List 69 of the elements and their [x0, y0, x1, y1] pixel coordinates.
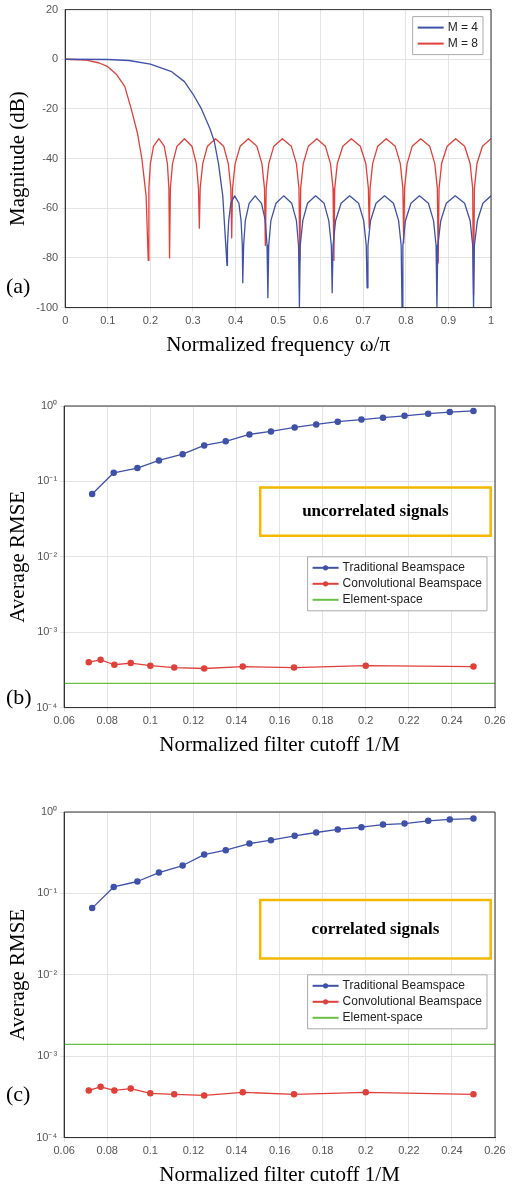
y-tick-label: 10⁻³ [37, 625, 58, 638]
y-tick-label: 10⁻⁴ [36, 700, 58, 713]
x-tick-label: 0.08 [96, 714, 118, 727]
legend-label: Element-space [342, 592, 423, 607]
x-tick-label: 0.2 [358, 1144, 374, 1157]
x-tick-label: 0.2 [142, 314, 159, 327]
x-tick-label: 0 [62, 314, 69, 327]
legend-label: Convolutional Beamspace [342, 994, 483, 1009]
x-axis-title: Normalized filter cutoff 1/M [159, 731, 401, 756]
text: (c) [6, 1081, 31, 1107]
x-tick-label: 0.4 [227, 314, 244, 327]
x-tick-label: 0.3 [185, 314, 201, 327]
x-tick-label: 0.06 [53, 1144, 75, 1157]
legend-label: M = 4 [447, 19, 479, 34]
annotation: correlated signals [311, 918, 440, 938]
x-tick-label: 0.26 [484, 1144, 506, 1157]
x-tick-label: 0.2 [358, 714, 374, 727]
y-tick-label: 10⁰ [40, 805, 58, 818]
legend-label: Traditional Beamspace [342, 978, 466, 993]
x-tick-label: 0.14 [225, 714, 248, 727]
legend-label: Convolutional Beamspace [342, 576, 483, 591]
x-axis-title: Normalized filter cutoff 1/M [159, 1161, 401, 1186]
legend-label: Traditional Beamspace [342, 560, 466, 575]
y-tick-label: 10⁻² [37, 549, 58, 562]
y-tick-label: 10⁻⁴ [36, 1130, 58, 1143]
x-tick-label: 1 [487, 314, 495, 327]
x-tick-label: 0.6 [313, 314, 329, 327]
x-tick-label: 0.22 [398, 714, 420, 727]
x-tick-label: 0.14 [225, 1144, 248, 1157]
y-tick-label: 10⁰ [40, 399, 58, 412]
x-tick-label: 0.08 [96, 1144, 118, 1157]
x-tick-label: 0.26 [484, 714, 506, 727]
y-tick-label: 10⁻³ [37, 1049, 58, 1062]
x-tick-label: 0.8 [398, 314, 414, 327]
y-tick-label: 10⁻¹ [37, 886, 58, 899]
x-tick-label: 0.18 [311, 714, 334, 727]
x-tick-label: 0.16 [268, 1144, 291, 1157]
legend-label: M = 8 [447, 35, 479, 50]
y-tick-label: -60 [42, 201, 59, 214]
x-tick-label: 0.24 [441, 1144, 463, 1157]
x-tick-label: 0.18 [311, 1144, 334, 1157]
x-tick-label: 0.1 [142, 714, 158, 727]
y-tick-label: 20 [45, 2, 59, 15]
y-tick-label: -40 [42, 151, 59, 164]
y-axis-title: Average RMSE [5, 908, 30, 1041]
x-tick-label: 0.7 [355, 314, 371, 327]
text: (a) [6, 272, 31, 298]
x-axis-title: Normalized frequency ω/π [166, 331, 391, 356]
text: (b) [6, 684, 32, 710]
x-tick-label: 0.1 [142, 1144, 158, 1157]
y-tick-label: 10⁻¹ [37, 474, 58, 487]
x-tick-label: 0.1 [100, 314, 116, 327]
x-tick-label: 0.5 [270, 314, 286, 327]
x-tick-label: 0.06 [53, 714, 75, 727]
y-tick-label: 10⁻² [37, 967, 58, 980]
y-tick-label: -80 [42, 250, 59, 263]
y-tick-label: 0 [52, 52, 59, 65]
legend-label: Element-space [342, 1010, 423, 1025]
x-tick-label: 0.24 [441, 714, 463, 727]
x-tick-label: 0.12 [182, 714, 205, 727]
annotation: uncorrelated signals [302, 500, 450, 520]
x-tick-label: 0.16 [268, 714, 291, 727]
x-tick-label: 0.9 [440, 314, 457, 327]
x-tick-label: 0.22 [398, 1144, 420, 1157]
y-tick-label: -20 [42, 101, 59, 114]
y-tick-label: -100 [36, 300, 59, 313]
x-tick-label: 0.12 [182, 1144, 205, 1157]
y-axis-title: Average RMSE [5, 490, 30, 623]
y-axis-title: Magnitude (dB) [5, 91, 30, 226]
